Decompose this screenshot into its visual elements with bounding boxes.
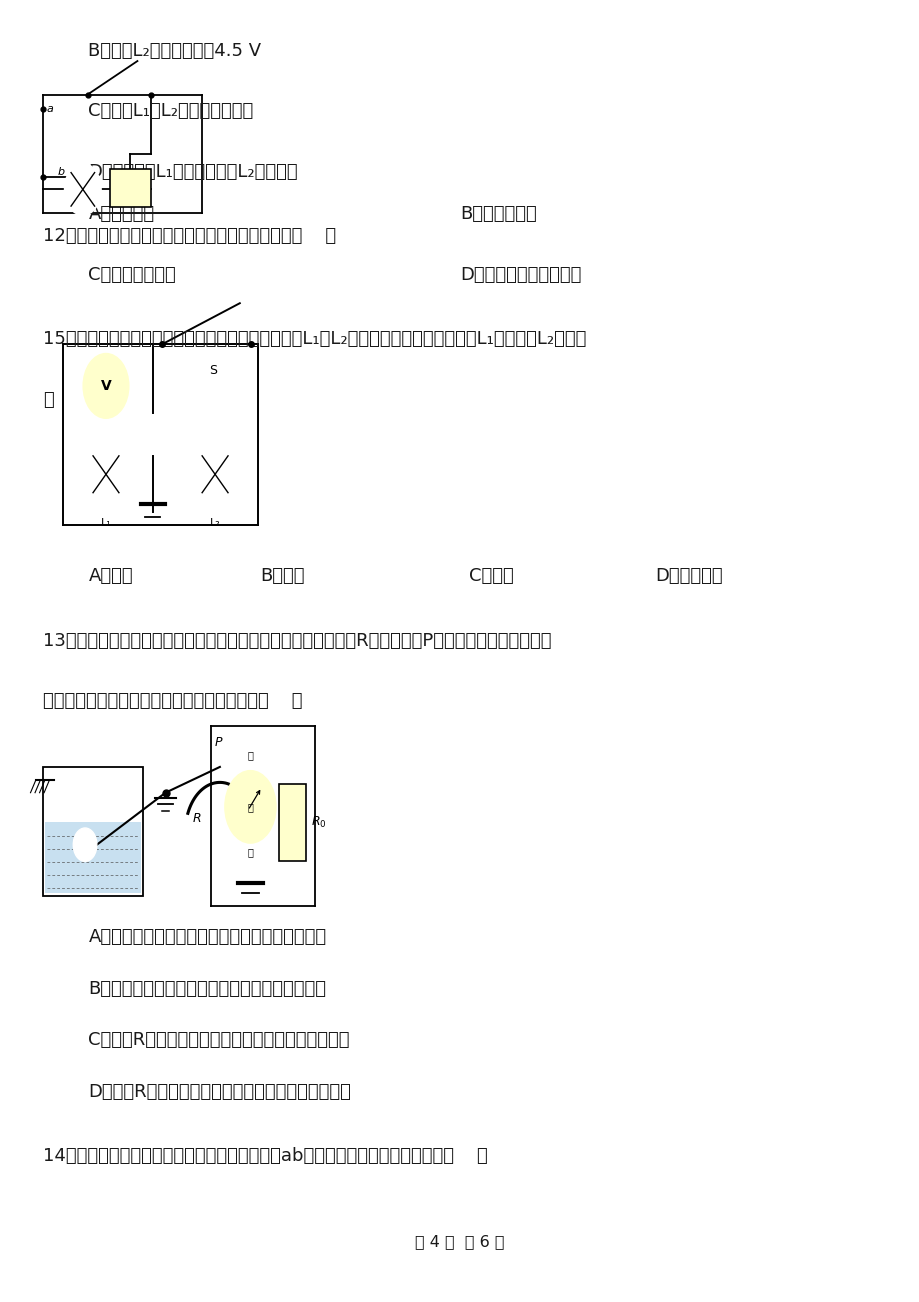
- Text: C．灯泡L₁和L₂是串联在一起的: C．灯泡L₁和L₂是串联在一起的: [88, 103, 254, 120]
- Text: 油: 油: [247, 750, 253, 760]
- Text: 15．如图所示电路，电压表和电流表分别测量小灯泡L₁和L₂，开关闭合灯泡均能发光，L₁的电阻比L₂的大，: 15．如图所示电路，电压表和电流表分别测量小灯泡L₁和L₂，开关闭合灯泡均能发光…: [43, 331, 586, 349]
- Text: 12．如图所示，电路中闭合开关后，电压表示数将（    ）: 12．如图所示，电路中闭合开关后，电压表示数将（ ）: [43, 228, 336, 245]
- Bar: [43, 767, 142, 896]
- Text: $R_0$: $R_0$: [311, 815, 326, 829]
- Text: L₁: L₁: [100, 518, 111, 529]
- Text: 油箱中的浮子向上运动时，下列说法正确的是（    ）: 油箱中的浮子向上运动时，下列说法正确的是（ ）: [43, 693, 302, 711]
- Text: B．电路中的电流变大，油量表是用电压表改装的: B．电路中的电流变大，油量表是用电压表改装的: [88, 979, 326, 997]
- Circle shape: [74, 828, 96, 862]
- Text: C．变小: C．变小: [469, 568, 513, 586]
- Text: 14．如图所示，开关闭合灯不亮，用电压表测量ab间有电压，则电路故障可能是（    ）: 14．如图所示，开关闭合灯不亮，用电压表测量ab间有电压，则电路故障可能是（ ）: [43, 1147, 487, 1165]
- Text: 表: 表: [247, 846, 253, 857]
- Circle shape: [225, 771, 276, 842]
- Text: L₂: L₂: [210, 518, 221, 529]
- Text: R: R: [193, 812, 201, 825]
- Text: 13．如图是一种自动测定油箱内油面高度的装置。弯月形的电阻R与金属滑片P构成一个滑动变阻器。当: 13．如图是一种自动测定油箱内油面高度的装置。弯月形的电阻R与金属滑片P构成一个…: [43, 631, 551, 650]
- Text: A．电路中的电流变小，油量表是用电流表改装的: A．电路中的电流变小，油量表是用电流表改装的: [88, 928, 326, 947]
- Text: a: a: [47, 104, 53, 113]
- Circle shape: [64, 164, 101, 215]
- Circle shape: [86, 445, 126, 503]
- Text: D．电阻R两端的电压变大，油量表是用电压表改装的: D．电阻R两端的电压变大，油量表是用电压表改装的: [88, 1083, 351, 1100]
- Text: B．不变: B．不变: [260, 568, 305, 586]
- Text: A．灯丝断路: A．灯丝断路: [88, 206, 154, 224]
- Text: S: S: [210, 363, 217, 376]
- Text: V: V: [100, 379, 111, 393]
- Text: P: P: [214, 736, 221, 749]
- Bar: [45, 823, 141, 893]
- Text: b: b: [57, 168, 64, 177]
- Text: D．变阻器滑片接触不良: D．变阻器滑片接触不良: [460, 266, 581, 284]
- Text: A．变大: A．变大: [88, 568, 133, 586]
- Text: 量: 量: [247, 802, 253, 812]
- Text: C．开关接触不良: C．开关接触不良: [88, 266, 176, 284]
- Text: D．通过灯泡L₁的电流比通过L₂的电流大: D．通过灯泡L₁的电流比通过L₂的电流大: [88, 163, 298, 181]
- Text: 第 4 页  共 6 页: 第 4 页 共 6 页: [414, 1234, 505, 1249]
- Circle shape: [195, 445, 234, 503]
- Text: D．无法确定: D．无法确定: [654, 568, 721, 586]
- Bar: [278, 784, 305, 861]
- Bar: [109, 169, 152, 207]
- Text: B．灯泡L₂两端的电压为4.5 V: B．灯泡L₂两端的电压为4.5 V: [88, 42, 261, 60]
- Circle shape: [84, 354, 129, 418]
- Text: 则: 则: [43, 391, 54, 409]
- Text: B．灯内部短路: B．灯内部短路: [460, 206, 536, 224]
- Text: C．电阻R两端的电压变小，油量表是用电流表改装的: C．电阻R两端的电压变小，油量表是用电流表改装的: [88, 1031, 349, 1049]
